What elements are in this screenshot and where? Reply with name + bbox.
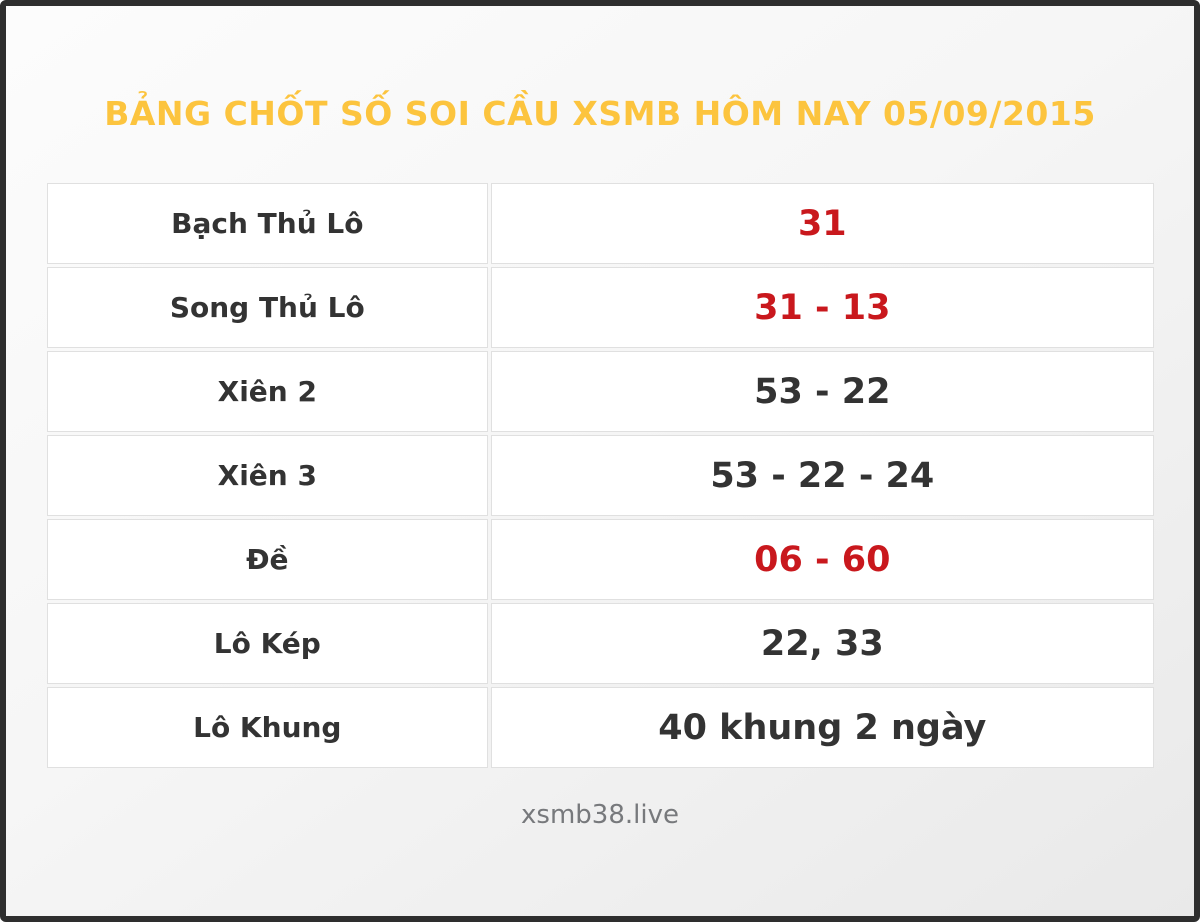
row-value-cell: 31 <box>491 183 1154 264</box>
table-row: Xiên 2 53 - 22 <box>46 351 1154 432</box>
row-label-cell: Bạch Thủ Lô <box>46 183 489 264</box>
row-label-cell: Đề <box>46 519 489 600</box>
row-value-cell: 53 - 22 - 24 <box>491 435 1154 516</box>
row-value-cell: 31 - 13 <box>491 267 1154 348</box>
page-title: BẢNG CHỐT SỐ SOI CẦU XSMB HÔM NAY 05/09/… <box>104 94 1096 133</box>
row-label-cell: Xiên 2 <box>46 351 489 432</box>
table-row: Song Thủ Lô 31 - 13 <box>46 267 1154 348</box>
row-value-cell: 06 - 60 <box>491 519 1154 600</box>
table-row: Đề 06 - 60 <box>46 519 1154 600</box>
table-row: Lô Kép 22, 33 <box>46 603 1154 684</box>
row-value-cell: 22, 33 <box>491 603 1154 684</box>
table-row: Xiên 3 53 - 22 - 24 <box>46 435 1154 516</box>
prediction-table-body: Bạch Thủ Lô 31 Song Thủ Lô 31 - 13 Xiên 2 53 … <box>46 183 1154 768</box>
row-label-cell: Xiên 3 <box>46 435 489 516</box>
row-value-cell: 40 khung 2 ngày <box>491 687 1154 768</box>
footer-site-name: xsmb38.live <box>521 800 679 830</box>
row-label-cell: Song Thủ Lô <box>46 267 489 348</box>
row-value-cell: 53 - 22 <box>491 351 1154 432</box>
table-row: Lô Khung 40 khung 2 ngày <box>46 687 1154 768</box>
row-label-cell: Lô Khung <box>46 687 489 768</box>
table-row: Bạch Thủ Lô 31 <box>46 183 1154 264</box>
prediction-table: Bạch Thủ Lô 31 Song Thủ Lô 31 - 13 Xiên 2 53 … <box>44 180 1157 771</box>
row-label-cell: Lô Kép <box>46 603 489 684</box>
